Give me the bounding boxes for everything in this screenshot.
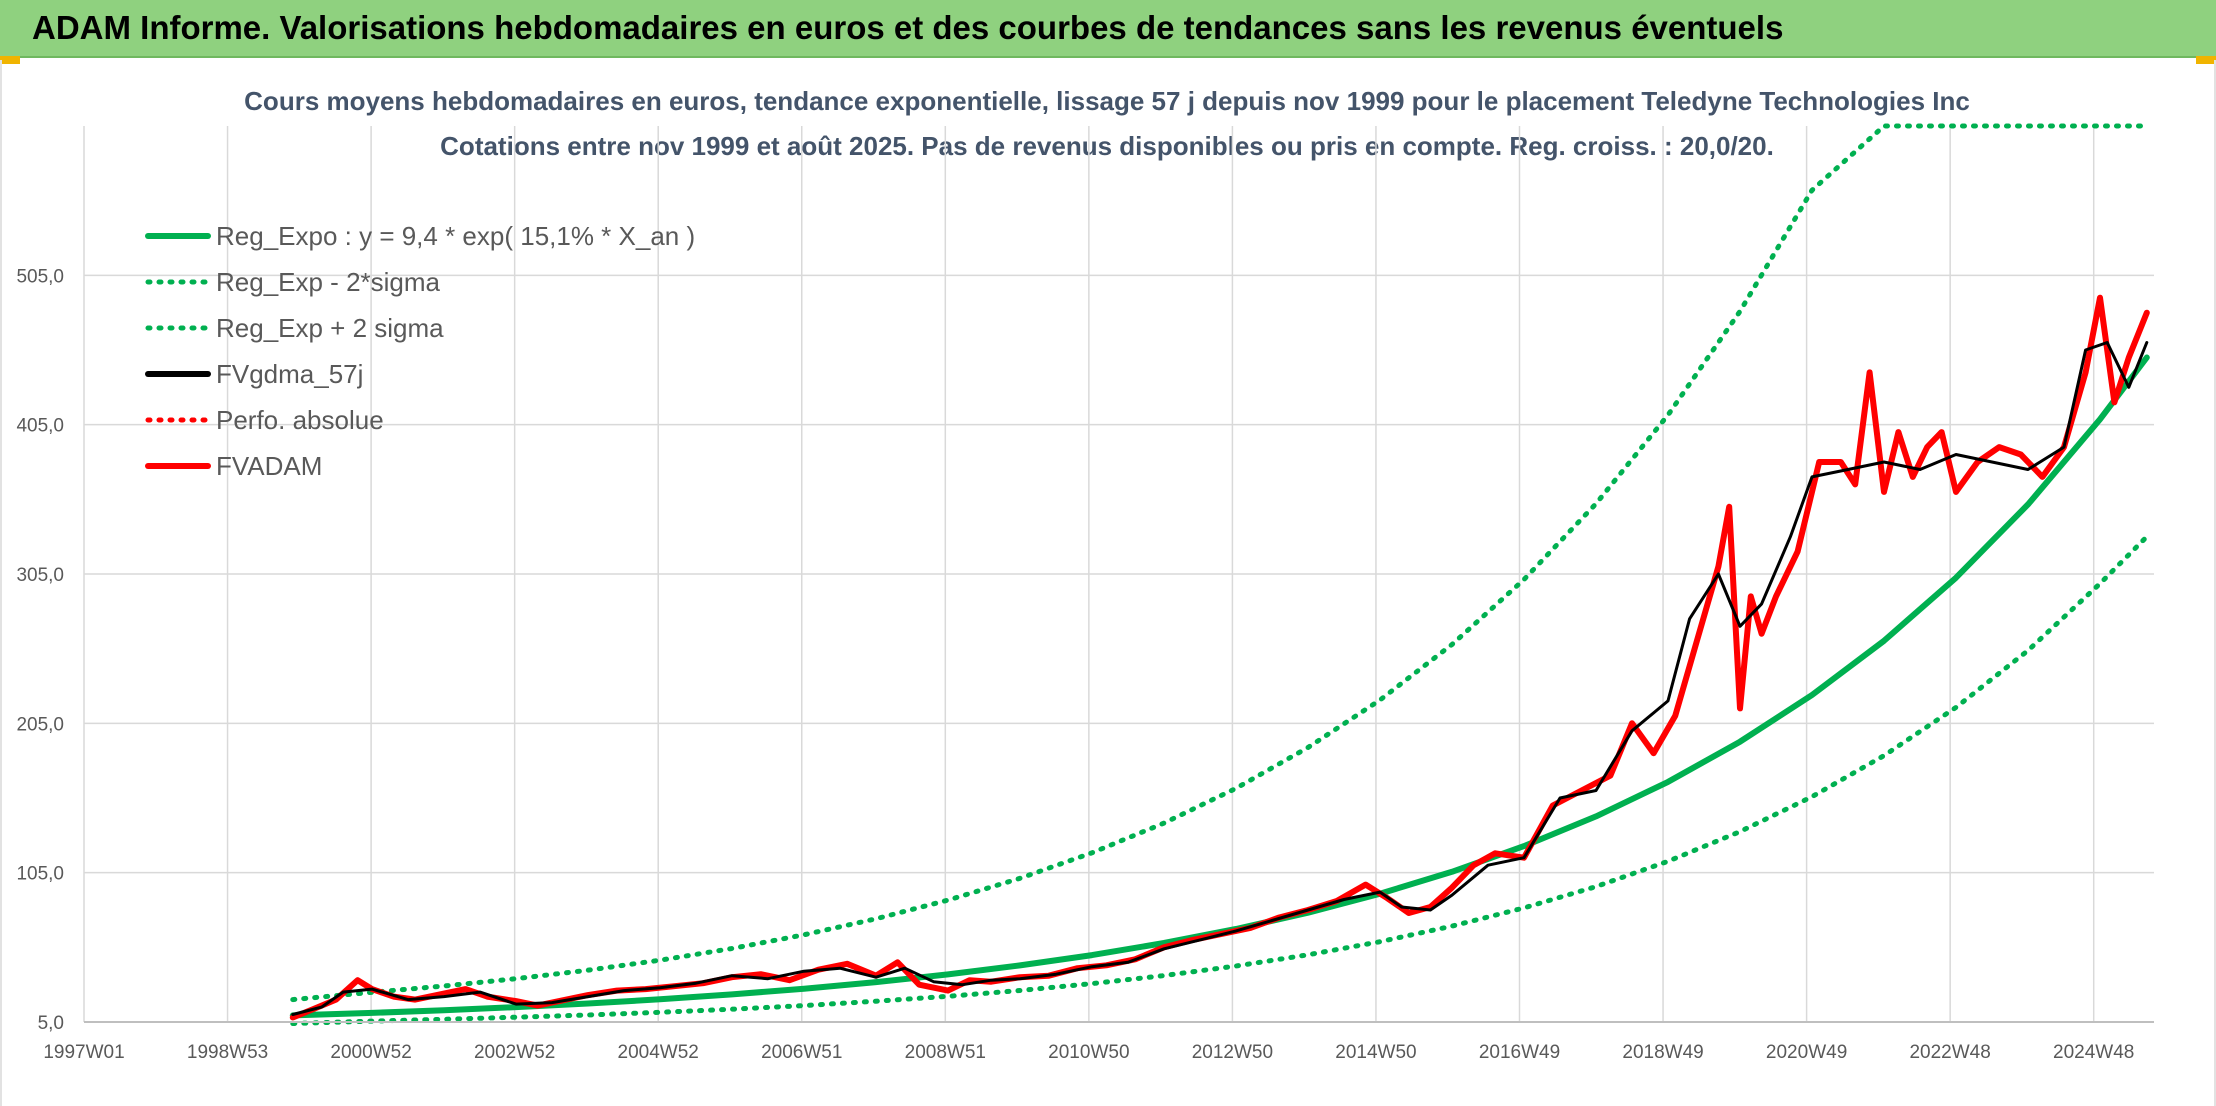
x-tick-label: 2008W51	[905, 1042, 986, 1063]
x-tick-label: 2020W49	[1766, 1042, 1847, 1063]
series-line-0	[289, 354, 2150, 1019]
x-tick-label: 1998W53	[187, 1042, 268, 1063]
x-tick-label: 2024W48	[2053, 1042, 2134, 1063]
legend-label-3: FVgdma_57j	[216, 359, 363, 389]
axis-labels: 5,0 105,0 205,0 305,0 405,0 505,0 1997W01 1998W…	[16, 266, 2154, 1063]
y-tick-label: 205,0	[16, 714, 64, 735]
series-line-3	[291, 341, 2149, 1016]
legend-label-4: Perfo. absolue	[216, 405, 384, 435]
x-tick-label: 2018W49	[1622, 1042, 1703, 1063]
legend-label-1: Reg_Exp - 2*sigma	[216, 267, 441, 297]
legend-label-2: Reg_Exp + 2 sigma	[216, 313, 444, 343]
x-tick-label: 2022W48	[1909, 1042, 1990, 1063]
y-tick-label: 405,0	[16, 416, 64, 437]
chart-frame: Cours moyens hebdomadaires en euros, ten…	[0, 60, 2216, 1106]
series-line-2	[290, 123, 2150, 1003]
chart-title: Cours moyens hebdomadaires en euros, ten…	[244, 86, 1970, 116]
legend-label-5: FVADAM	[216, 451, 322, 481]
corner-mark-left	[0, 56, 20, 64]
y-tick-label: 105,0	[16, 864, 64, 885]
grid-lines	[83, 126, 2154, 1023]
series-line-1	[290, 534, 2150, 1026]
y-tick-label: 5,0	[38, 1013, 64, 1034]
header-bar: ADAM Informe. Valorisations hebdomadaire…	[0, 0, 2216, 58]
x-tick-label: 2004W52	[618, 1042, 699, 1063]
chart-subtitle: Cotations entre nov 1999 et août 2025. P…	[440, 131, 1774, 161]
series-lines	[289, 123, 2150, 1026]
x-tick-label: 1997W01	[43, 1042, 124, 1063]
x-tick-label: 2012W50	[1192, 1042, 1273, 1063]
chart-canvas: Cours moyens hebdomadaires en euros, ten…	[16, 86, 2154, 1063]
x-tick-label: 2014W50	[1335, 1042, 1416, 1063]
series-line-5	[289, 294, 2150, 1021]
x-tick-label: 2016W49	[1479, 1042, 1560, 1063]
x-tick-label: 2010W50	[1048, 1042, 1129, 1063]
legend-label-0: Reg_Expo : y = 9,4 * exp( 15,1% * X_an )	[216, 221, 695, 251]
legend: Reg_Expo : y = 9,4 * exp( 15,1% * X_an )…	[145, 221, 695, 481]
y-tick-label: 305,0	[16, 565, 64, 586]
y-tick-label: 505,0	[16, 266, 64, 287]
x-tick-label: 2000W52	[330, 1042, 411, 1063]
header-title: ADAM Informe. Valorisations hebdomadaire…	[32, 9, 1784, 46]
x-tick-label: 2002W52	[474, 1042, 555, 1063]
corner-mark-right	[2196, 56, 2216, 64]
x-tick-label: 2006W51	[761, 1042, 842, 1063]
